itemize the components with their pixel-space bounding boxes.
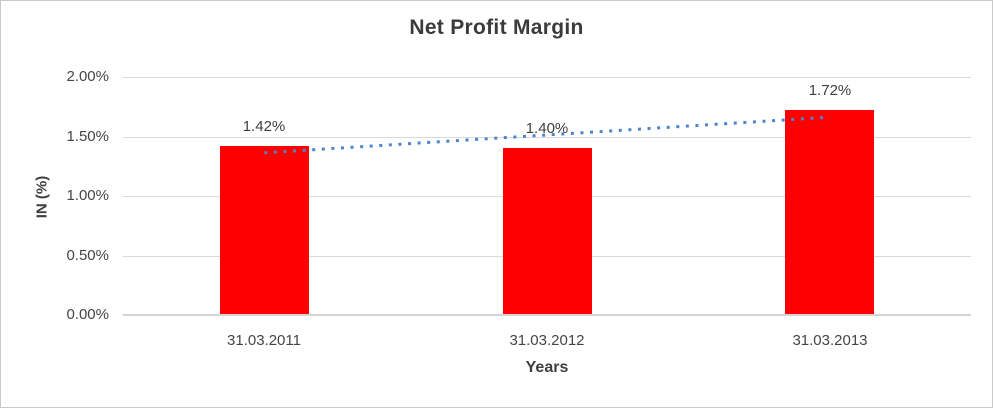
bar [503,148,592,314]
bar-data-label: 1.72% [808,82,852,99]
plot-area: 1.42% 1.40% 1.72% [123,77,971,316]
bar-data-label: 1.42% [242,118,286,135]
x-tick-label: 31.03.2011 [227,332,301,349]
y-tick-label: 0.00% [66,306,109,323]
y-tick-label: 2.00% [66,68,109,85]
x-axis-line [123,314,971,316]
y-tick-label: 1.50% [66,128,109,145]
bar [785,110,874,314]
chart-title: Net Profit Margin [409,16,584,39]
x-axis-title: Years [525,359,569,376]
x-tick-label: 31.03.2013 [792,332,868,349]
bar-data-label: 1.40% [525,120,569,137]
x-tick-label: 31.03.2012 [509,332,585,349]
gridline [123,77,971,78]
y-tick-label: 0.50% [66,247,109,264]
y-tick-label: 1.00% [66,187,109,204]
bar [220,146,309,314]
